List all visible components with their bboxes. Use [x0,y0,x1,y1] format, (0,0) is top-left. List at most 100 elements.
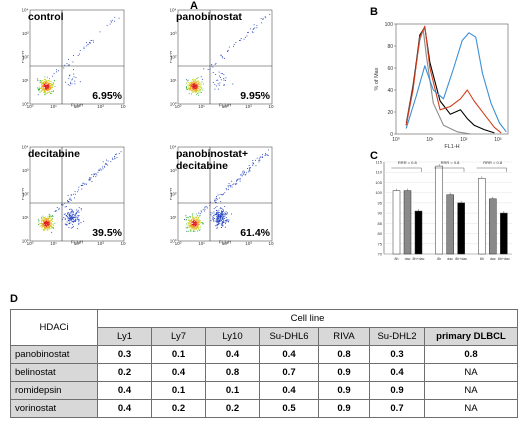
flow-dot [198,91,199,93]
flow-dot [41,221,42,223]
flow-dot [41,227,43,228]
flow-dot [48,88,50,90]
y-tick-label: 10⁰ [170,102,177,107]
flow-dot [261,22,263,24]
flow-dot [230,186,231,188]
flow-dot [195,80,197,81]
flow-dot [69,223,70,225]
flow-dot [44,88,45,90]
flow-dot [236,180,237,182]
flow-dot [265,154,267,156]
flow-dot [77,228,79,230]
flow-dot [267,155,269,156]
x-tick-label: 10⁴ [269,241,274,245]
flow-dot [36,87,38,89]
flow-dot [55,210,56,212]
flow-dot [197,226,199,228]
flow-dot [189,216,191,217]
flow-dot [46,219,48,221]
flow-dot [216,213,218,215]
x-tick-label: 8h+dac [413,257,425,261]
flow-dot [43,82,44,84]
flow-dot [222,214,224,215]
x-axis-label: FL1-H [71,240,84,245]
flow-dot [67,219,69,221]
flow-dot [70,215,72,217]
flow-dot [45,222,47,224]
flow-dot [221,216,223,218]
flow-dot [217,194,219,196]
flow-dot [89,41,91,43]
flow-dot [228,183,230,184]
flow-dot [195,94,197,96]
flow-dot [72,226,74,227]
flow-dot [248,170,250,172]
flow-dot [69,219,71,221]
flow-dot [262,18,264,20]
flow-dot [203,68,205,70]
flow-dot [50,86,52,88]
y-tick-label: 10⁰ [170,239,177,244]
flow-dot [50,84,52,86]
flow-dot [186,226,188,228]
flow-dot [188,79,190,81]
flow-dot [114,158,116,159]
flow-dot [54,211,56,212]
flow-dot [243,173,244,175]
flow-dot [44,228,46,229]
flow-dot [221,210,223,212]
flow-dot [193,220,195,222]
flow-dot [50,215,52,217]
flow-dot [192,86,193,88]
flow-dot [195,86,196,87]
flow-dot [43,225,45,227]
flow-dot [194,89,196,91]
flow-dot [38,86,40,88]
flow-dot [221,210,222,212]
flow-dot [41,224,43,226]
bar [489,198,497,255]
flow-dot [49,89,51,90]
flow-dot [61,204,63,205]
flow-dot [196,88,198,89]
flow-dot [193,226,195,228]
flow-dot [220,212,222,214]
flow-dot [44,81,46,83]
flow-dot [243,38,245,40]
rrr-annotation: RRR = 0.8 [398,160,418,165]
table-corner-cell: HDACi [10,309,98,346]
flow-dot [48,222,50,223]
flow-dot [46,85,48,87]
flow-dot [69,215,70,217]
flow-dot [194,218,196,220]
flow-dot [198,228,199,230]
flow-dot [256,157,258,159]
flow-dot [211,64,213,65]
flow-dot [222,223,223,224]
flow-dot [233,183,235,185]
flow-dot [212,82,214,83]
flow-dot [71,221,73,222]
flow-dot [47,87,49,89]
flow-dot [56,71,57,73]
x-tick-label: 10² [74,241,81,245]
flow-dot [195,81,197,83]
flow-dot [110,20,112,22]
flow-dot [68,223,70,224]
flow-dot [46,225,48,227]
flow-dot [43,220,45,222]
flow-dot [193,226,195,228]
flow-dot [198,218,200,220]
flow-dot [198,87,200,89]
flow-dot [77,219,79,220]
x-tick-label: 10³ [245,241,252,245]
column-header: Ly10 [205,327,260,346]
flow-dot [204,207,206,209]
flow-dot [259,159,261,161]
flow-dot [66,63,68,64]
flow-dot [222,212,223,214]
flow-dot [188,93,190,95]
x-tick-label: 10³ [97,104,104,108]
flow-dot [224,57,225,59]
